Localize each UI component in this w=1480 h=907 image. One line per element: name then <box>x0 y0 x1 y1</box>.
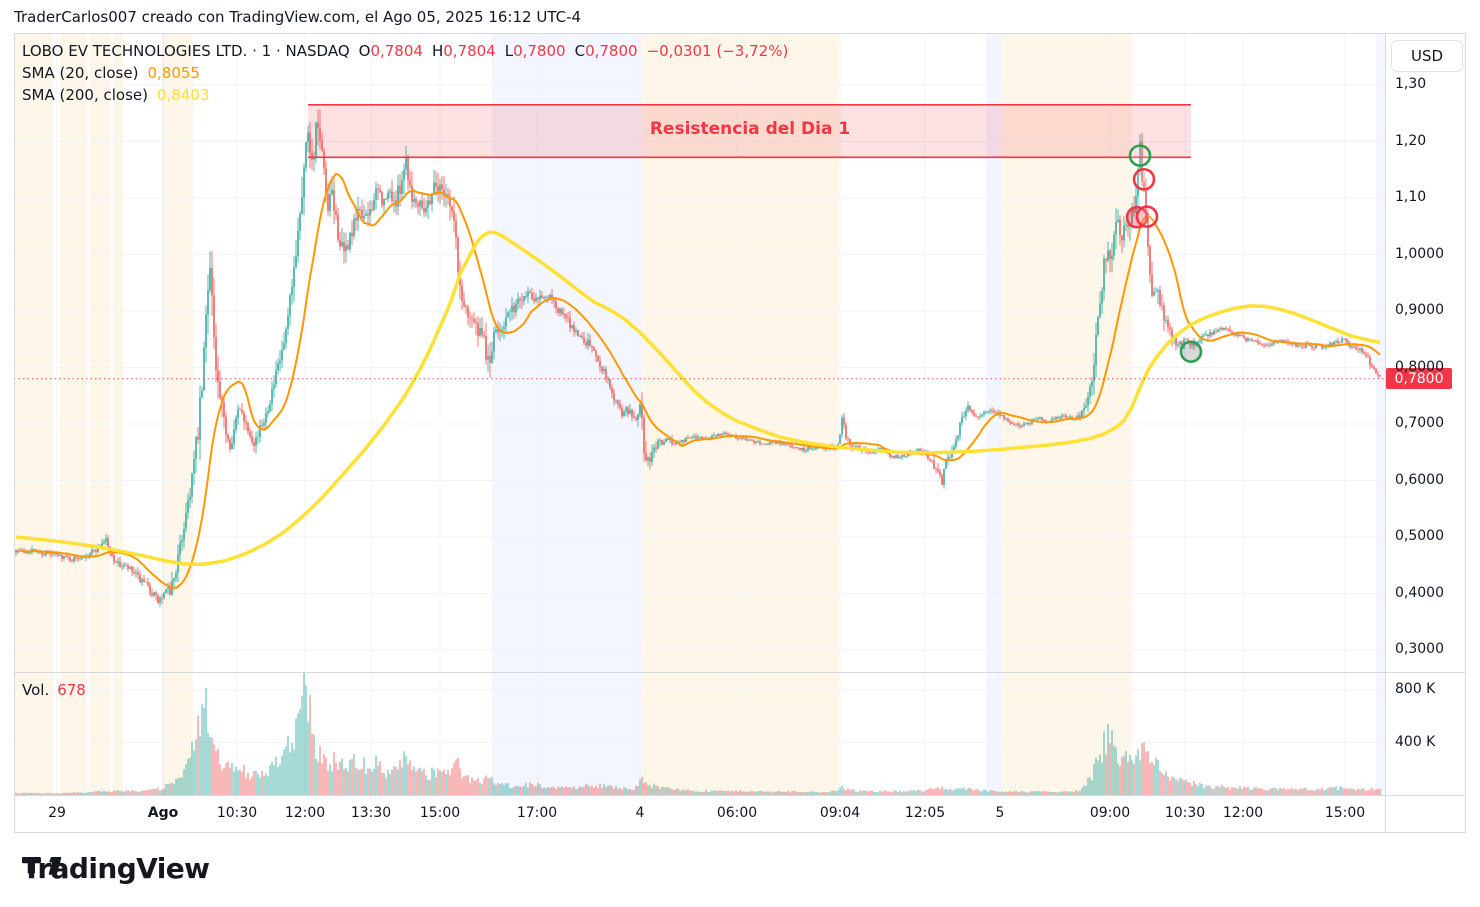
time-tick-label: 09:04 <box>819 805 861 821</box>
high-value: 0,7804 <box>443 42 496 60</box>
indicator-row-sma20[interactable]: SMA (20, close) 0,8055 <box>22 64 200 82</box>
change-value: −0,0301 (−3,72%) <box>646 42 789 60</box>
currency-button[interactable]: USD <box>1391 40 1463 72</box>
low-label: L <box>504 42 514 60</box>
volume-legend-row[interactable]: Vol. 678 <box>22 681 86 699</box>
sell-marker-icon[interactable] <box>1132 168 1156 191</box>
price-tick-label: 0,8000 <box>1395 358 1444 375</box>
trade-markers[interactable] <box>1125 144 1203 363</box>
attribution-text: TraderCarlos007 creado con TradingView.c… <box>14 8 582 26</box>
sma20-value: 0,8055 <box>147 64 200 82</box>
price-tick-label: 1,20 <box>1395 132 1427 149</box>
grid-lines <box>14 34 1385 795</box>
open-label: O <box>358 42 371 60</box>
time-tick-label: 4 <box>635 805 645 821</box>
time-tick-label: 10:30 <box>216 805 258 821</box>
time-tick-label: 5 <box>995 805 1005 821</box>
volume-label: Vol. <box>22 681 50 699</box>
high-label: H <box>431 42 444 60</box>
time-tick-label: 12:05 <box>904 805 946 821</box>
chart-frame-lines <box>14 33 1466 833</box>
open-value: 0,7804 <box>370 42 423 60</box>
time-tick-label: 29 <box>48 805 66 821</box>
tradingview-logo[interactable]: TradingView <box>22 852 210 885</box>
resistance-zone-fill <box>308 104 1191 158</box>
ohlc-values: O0,7804 H0,7804 L0,7800 C0,7800 <box>350 42 638 60</box>
time-tick-label: 17:00 <box>516 805 558 821</box>
sma20-label: SMA (20, close) <box>22 64 139 82</box>
time-tick-label: Ago <box>147 805 179 821</box>
resistance-zone[interactable] <box>308 103 1191 159</box>
symbol-legend-row[interactable]: LOBO EV TECHNOLOGIES LTD. · 1 · NASDAQ O0… <box>22 42 788 60</box>
price-tick-label: 0,3000 <box>1395 641 1444 657</box>
tradingview-logomark <box>22 857 62 875</box>
price-tick-label: 0,6000 <box>1395 471 1444 488</box>
sma200-label: SMA (200, close) <box>22 86 148 104</box>
price-tick-label: 1,30 <box>1395 76 1427 92</box>
low-value: 0,7800 <box>513 42 566 60</box>
price-tick-label: 0,9000 <box>1395 302 1444 318</box>
price-tick-label: 0,7000 <box>1395 415 1444 431</box>
sell-marker-icon[interactable] <box>1135 205 1159 228</box>
symbol-title[interactable]: LOBO EV TECHNOLOGIES LTD. · 1 · NASDAQ <box>22 42 350 60</box>
volume-value: 678 <box>57 681 86 699</box>
last-price-badge: 0,7800 <box>1386 368 1452 390</box>
volume-tick-label: 800 K <box>1395 681 1436 697</box>
time-tick-label: 10:30 <box>1164 805 1206 821</box>
volume-bars <box>15 673 1381 795</box>
buy-marker-icon[interactable] <box>1128 144 1152 167</box>
time-tick-label: 12:00 <box>284 805 326 821</box>
price-tick-label: 1,0000 <box>1395 245 1444 262</box>
sma-20-line <box>19 173 1381 589</box>
sma200-value: 0,8403 <box>157 86 210 104</box>
price-tick-label: 0,4000 <box>1395 584 1444 601</box>
close-value: 0,7800 <box>585 42 638 60</box>
time-tick-label: 15:00 <box>1324 805 1366 821</box>
time-tick-label: 09:00 <box>1089 805 1131 821</box>
time-tick-label: 13:30 <box>350 805 392 821</box>
buy-marker-icon[interactable] <box>1179 340 1203 363</box>
price-tick-label: 0,5000 <box>1395 528 1444 544</box>
volume-tick-label: 400 K <box>1395 733 1436 750</box>
price-tick-label: 1,10 <box>1395 189 1427 205</box>
time-tick-label: 12:00 <box>1222 805 1264 821</box>
indicator-row-sma200[interactable]: SMA (200, close) 0,8403 <box>22 86 210 104</box>
time-tick-label: 06:00 <box>716 805 758 821</box>
close-label: C <box>574 42 586 60</box>
sma-200-line <box>15 230 1381 566</box>
resistance-label[interactable]: Resistencia del Dia 1 <box>649 119 851 139</box>
time-tick-label: 15:00 <box>419 805 461 821</box>
